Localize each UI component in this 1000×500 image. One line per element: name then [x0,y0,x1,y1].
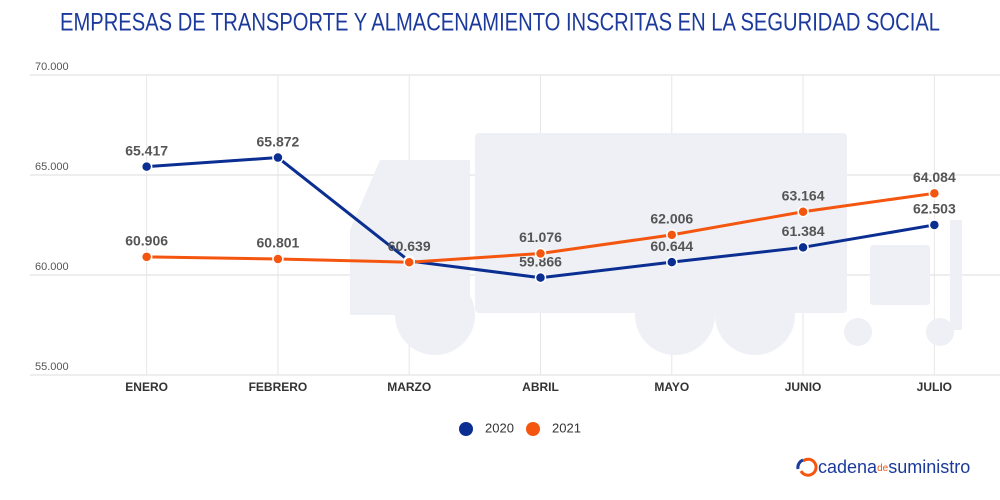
background-truck [350,133,962,355]
value-label: 60.639 [388,238,431,254]
y-tick-label: 60.000 [35,261,69,273]
point [666,229,678,241]
y-tick-label: 65.000 [35,161,69,173]
brand-icon [799,457,818,477]
brand-part: de [877,463,889,474]
point [797,205,809,218]
point [534,247,547,260]
point [403,256,415,268]
x-tick-label: FEBRERO [249,380,308,394]
y-tick-label: 55.000 [35,361,69,373]
x-tick-label: MAYO [654,380,689,394]
chart-title: EMPRESAS DE TRANSPORTE Y ALMACENAMIENTO … [60,9,940,37]
brand-icon [796,458,804,470]
x-tick-label: ABRIL [522,380,559,394]
value-label: 61.076 [519,229,562,245]
value-label: 64.084 [913,169,956,185]
point [272,253,284,265]
value-label: 62.503 [913,201,956,217]
value-label: 65.872 [257,133,300,149]
x-tick-label: JUNIO [785,380,822,394]
value-label: 60.801 [257,235,300,251]
value-label: 61.384 [782,223,825,239]
point [928,187,941,200]
value-label: 65.417 [125,142,168,158]
point [666,256,678,268]
value-label: 60.906 [125,233,168,249]
y-tick-label: 70.000 [35,61,69,73]
point [272,151,284,164]
brand: cadenadesuministro [796,457,970,477]
x-tick-label: JULIO [917,380,952,394]
legend-marker [526,422,540,436]
legend-label: 2020 [485,420,514,435]
point [140,251,153,263]
legend-label: 2021 [552,420,581,435]
legend: 2020 2021 [459,420,581,436]
point [797,241,809,254]
x-tick-label: MARZO [387,380,431,394]
brand-part: suministro [888,457,970,477]
point [928,219,941,231]
value-label: 59.866 [519,253,562,269]
x-tick-label: ENERO [125,380,168,394]
brand-part: cadena [818,457,878,477]
value-label: 63.164 [782,187,825,203]
value-label: 60.644 [650,238,693,254]
point [534,271,547,284]
brand-text: cadenadesuministro [818,457,970,477]
value-label: 62.006 [650,211,693,227]
legend-marker [459,422,473,436]
point [140,160,153,173]
